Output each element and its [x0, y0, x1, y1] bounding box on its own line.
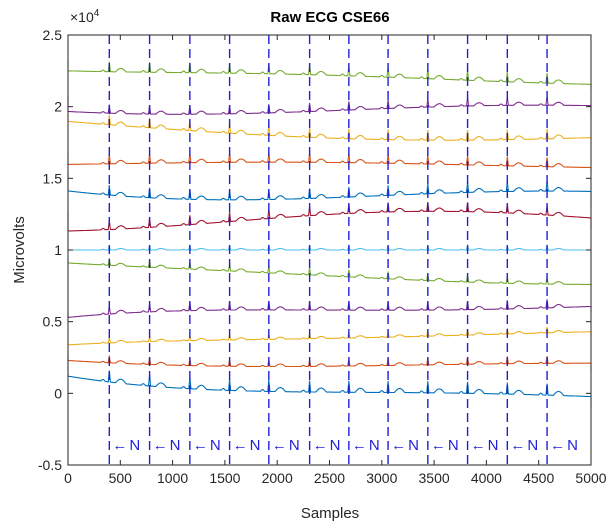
beat-arrow: ←: [153, 437, 168, 454]
beat-label: N: [289, 437, 300, 454]
beat-arrow: ←: [510, 437, 525, 454]
ecg-trace-12: [67, 358, 592, 410]
ecg-trace-9: [67, 299, 592, 318]
beat-arrow: ←: [193, 437, 208, 454]
ecg-trace-7: [67, 243, 592, 254]
beat-arrow: ←: [431, 437, 446, 454]
y-tick-label: 0.5: [43, 314, 63, 330]
y-axis-label: Microvolts: [11, 216, 28, 284]
ecg-trace-3: [67, 113, 592, 146]
x-tick-label: 2000: [262, 470, 293, 486]
y-axis-exponent-power: 4: [94, 8, 100, 19]
beat-arrow: ←: [233, 437, 248, 454]
x-tick-label: 2500: [314, 470, 345, 486]
y-tick-label: -0.5: [38, 457, 62, 473]
ecg-trace-11: [67, 350, 592, 373]
beat-arrow: ←: [471, 437, 486, 454]
y-axis-exponent: ×104: [70, 8, 100, 25]
beat-arrow: ←: [112, 437, 127, 454]
x-tick-label: 1500: [209, 470, 240, 486]
x-axis-ticks: 0 500 1000 1500 2000 2500 3000 3500 4000 4500 5000: [64, 35, 607, 486]
beat-label: N: [408, 437, 419, 454]
ecg-trace-5: [67, 173, 592, 208]
x-tick-label: 500: [109, 470, 133, 486]
beat-arrow: ←: [391, 437, 406, 454]
x-tick-label: 3500: [419, 470, 450, 486]
ecg-trace-10: [67, 326, 592, 346]
axes-box: [67, 34, 592, 466]
beat-label: N: [448, 437, 459, 454]
x-tick-label: 3000: [366, 470, 397, 486]
y-tick-label: 1.5: [43, 170, 63, 186]
ecg-trace-8: [67, 257, 592, 287]
beat-label: N: [170, 437, 181, 454]
beat-arrow: ←: [550, 437, 565, 454]
beat-label: N: [369, 437, 380, 454]
y-tick-label: 1: [54, 242, 62, 258]
y-tick-label: 0: [54, 385, 62, 401]
beat-label: N: [527, 437, 538, 454]
beat-arrow: ←: [313, 437, 328, 454]
beat-label: N: [210, 437, 221, 454]
beat-label: N: [488, 437, 499, 454]
y-tick-label: 2.5: [43, 27, 63, 43]
beat-label: N: [567, 437, 578, 454]
ecg-trace-1: [67, 58, 592, 90]
plot-area: ← N ← N ← N ← N ← N ← N ← N ← N ← N ← N ← N ← N: [67, 35, 592, 465]
x-tick-label: 0: [64, 470, 72, 486]
beat-label: N: [129, 437, 140, 454]
beat-arrow: ←: [352, 437, 367, 454]
x-axis-label: Samples: [301, 505, 359, 522]
x-tick-label: 4000: [471, 470, 502, 486]
ecg-trace-4: [67, 152, 592, 174]
beat-arrow: ←: [272, 437, 287, 454]
x-tick-label: 5000: [575, 470, 606, 486]
ecg-trace-2: [67, 96, 592, 119]
chart-title: Raw ECG CSE66: [270, 9, 389, 26]
ecg-trace-6: [67, 201, 592, 232]
y-axis-ticks: -0.5 0 0.5 1 1.5 2 2.5: [38, 27, 591, 473]
x-tick-label: 1000: [157, 470, 188, 486]
beat-label: N: [250, 437, 261, 454]
y-tick-label: 2: [54, 99, 62, 115]
x-tick-label: 4500: [523, 470, 554, 486]
beat-label: N: [330, 437, 341, 454]
